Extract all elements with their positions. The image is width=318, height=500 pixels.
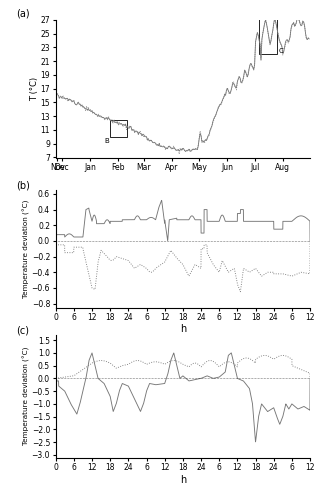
Site 1	[184, 148, 188, 154]
Y-axis label: Temperature deviation (°C): Temperature deviation (°C)	[23, 200, 30, 298]
Site 1	[282, 48, 286, 54]
Site 1	[288, 34, 292, 40]
Bar	[259, 16, 277, 54]
Site 1	[56, 92, 59, 98]
Line: Site 2: Site 2	[58, 16, 309, 154]
Site 2	[186, 148, 190, 154]
Site 2	[282, 49, 286, 55]
Site 2	[177, 151, 181, 157]
Text: (b): (b)	[16, 180, 30, 190]
Site 2	[56, 90, 59, 96]
Text: (a): (a)	[16, 9, 30, 19]
Text: (c): (c)	[16, 325, 29, 335]
Site 1	[194, 146, 197, 152]
Text: B: B	[105, 138, 109, 144]
Y-axis label: T (°C): T (°C)	[30, 76, 39, 101]
Site 1	[186, 147, 190, 153]
Site 1	[75, 102, 79, 108]
Site 1	[296, 13, 300, 19]
Legend: Site 1, Site 2: Site 1, Site 2	[134, 0, 232, 3]
Site 2	[276, 32, 280, 38]
Site 2	[194, 146, 197, 152]
Site 1	[276, 32, 280, 38]
Site 2	[75, 101, 79, 107]
Line: Site 1: Site 1	[58, 16, 309, 152]
Bar	[110, 120, 127, 137]
Site 2	[288, 34, 292, 40]
Text: h: h	[180, 324, 186, 334]
Site 2	[307, 36, 311, 42]
Y-axis label: Temperature deviation (°C): Temperature deviation (°C)	[23, 347, 30, 446]
Text: h: h	[180, 474, 186, 484]
Text: C: C	[278, 48, 283, 54]
Site 2	[296, 12, 300, 18]
Site 1	[307, 36, 311, 42]
